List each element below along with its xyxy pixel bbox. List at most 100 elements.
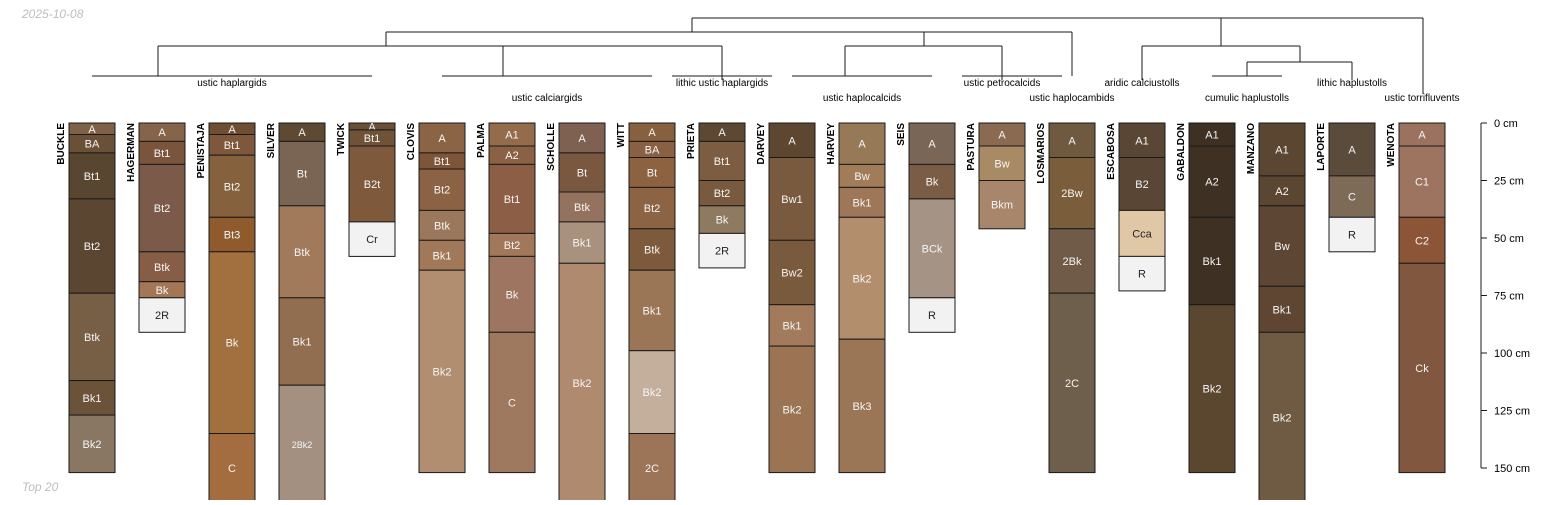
depth-tick-label-0: 0 cm xyxy=(1494,118,1518,130)
horizon-wenota-c1 xyxy=(1398,145,1446,218)
horizon-label-seis-a: A xyxy=(928,139,936,151)
profile-name-pastura: PASTURA xyxy=(966,123,977,171)
horizon-label-clovis-bk2: Bk2 xyxy=(433,366,452,378)
horizon-label-prieta-bk: Bk xyxy=(716,215,729,227)
group-label-ustic-torrifluvents: ustic torrifluvents xyxy=(1384,93,1459,104)
horizon-label-gabaldon-a1: A1 xyxy=(1205,130,1218,142)
horizon-label-manzano-bk1: Bk1 xyxy=(1273,304,1292,316)
horizon-label-witt-btk: Btk xyxy=(644,245,660,257)
profile-name-laporte: LAPORTE xyxy=(1316,123,1327,171)
horizon-label-gabaldon-bk1: Bk1 xyxy=(1203,256,1222,268)
group-label-ustic-petrocalcids: ustic petrocalcids xyxy=(964,78,1041,89)
group-label-ustic-calciargids: ustic calciargids xyxy=(512,93,583,104)
horizon-label-escabosa-b2: B2 xyxy=(1135,179,1148,191)
horizon-label-witt-bt2: Bt2 xyxy=(644,203,661,215)
horizon-label-buckle-bt1: Bt1 xyxy=(84,171,101,183)
horizon-scholle-btk xyxy=(558,191,606,223)
profile-name-twick: TWICK xyxy=(336,122,347,156)
horizon-label-darvey-a: A xyxy=(788,135,796,147)
horizon-hagerman-2r xyxy=(138,297,186,333)
horizon-witt-btk xyxy=(628,228,676,271)
horizon-losmarios-2c xyxy=(1048,292,1096,474)
profile-name-buckle: BUCKLE xyxy=(56,123,67,165)
horizon-label-prieta-2r: 2R xyxy=(715,246,729,258)
horizon-label-palma-c: C xyxy=(508,397,516,409)
profile-name-manzano: MANZANO xyxy=(1246,123,1257,174)
horizon-label-clovis-btk: Btk xyxy=(434,220,450,232)
horizon-label-hagerman-2r: 2R xyxy=(155,310,169,322)
horizon-label-twick-a: A xyxy=(368,121,376,133)
horizon-clovis-bk2 xyxy=(418,269,466,474)
horizon-label-gabaldon-a2: A2 xyxy=(1205,177,1218,189)
horizon-label-darvey-bk1: Bk1 xyxy=(783,320,802,332)
horizon-label-witt-bt: Bt xyxy=(647,167,657,179)
horizon-label-twick-b2t: B2t xyxy=(364,179,381,191)
horizon-label-buckle-a: A xyxy=(88,124,96,136)
horizon-darvey-a xyxy=(768,122,816,158)
horizon-label-palma-bt2: Bt2 xyxy=(504,240,521,252)
horizon-manzano-bw xyxy=(1258,205,1306,287)
horizon-label-clovis-bt2: Bt2 xyxy=(434,185,451,197)
horizon-scholle-bt xyxy=(558,152,606,193)
depth-tick-label-125: 125 cm xyxy=(1494,406,1530,418)
group-label-lithic-ustic-haplargids: lithic ustic haplargids xyxy=(676,78,768,89)
horizon-label-wenota-a: A xyxy=(1418,130,1426,142)
group-label-ustic-haplocambids: ustic haplocambids xyxy=(1029,93,1114,104)
horizon-label-clovis-bt1: Bt1 xyxy=(434,156,451,168)
horizon-label-escabosa-r: R xyxy=(1138,269,1146,281)
profile-name-escabosa: ESCABOSA xyxy=(1106,123,1117,180)
horizon-seis-r xyxy=(908,297,956,333)
horizon-harvey-bk2 xyxy=(838,216,886,340)
horizon-label-seis-bck: BCk xyxy=(922,243,943,255)
horizon-losmarios-2bk xyxy=(1048,228,1096,294)
horizon-label-losmarios-2bw: 2Bw xyxy=(1061,188,1082,200)
horizon-twick-cr xyxy=(348,221,396,257)
horizon-laporte-r xyxy=(1328,216,1376,253)
horizon-label-silver-bk1: Bk1 xyxy=(293,337,312,349)
horizon-prieta-2r xyxy=(698,232,746,269)
horizon-label-prieta-bt1: Bt1 xyxy=(714,156,731,168)
horizon-label-pastura-a: A xyxy=(998,130,1006,142)
group-label-cumulic-haplustolls: cumulic haplustolls xyxy=(1205,93,1289,104)
horizon-label-manzano-bk2: Bk2 xyxy=(1273,412,1292,424)
horizon-label-losmarios-2c: 2C xyxy=(1065,378,1079,390)
horizon-losmarios-a xyxy=(1048,122,1096,158)
horizon-clovis-btk xyxy=(418,209,466,241)
horizon-label-wenota-ck: Ck xyxy=(1415,363,1429,375)
profile-name-gabaldon: GABALDON xyxy=(1176,123,1187,181)
horizon-palma-bt1 xyxy=(488,163,536,234)
horizon-label-pastura-bkm: Bkm xyxy=(991,200,1013,212)
horizon-label-witt-2c: 2C xyxy=(645,463,659,475)
depth-tick-label-50: 50 cm xyxy=(1494,233,1524,245)
depth-tick-label-25: 25 cm xyxy=(1494,176,1524,188)
horizon-label-silver-2bk2: 2Bk2 xyxy=(292,440,313,450)
horizon-manzano-bk1 xyxy=(1258,285,1306,333)
horizon-label-seis-bk: Bk xyxy=(926,177,939,189)
profile-name-silver: SILVER xyxy=(266,122,277,158)
horizon-harvey-a xyxy=(838,122,886,165)
date-label: 2025-10-08 xyxy=(22,7,84,21)
horizon-label-laporte-r: R xyxy=(1348,230,1356,242)
horizon-label-scholle-btk: Btk xyxy=(574,202,590,214)
horizon-label-hagerman-bt1: Bt1 xyxy=(154,148,171,160)
horizon-label-scholle-a: A xyxy=(578,133,586,145)
horizon-label-buckle-ba: BA xyxy=(85,139,100,151)
horizon-label-prieta-bt2: Bt2 xyxy=(714,188,731,200)
horizon-gabaldon-a2 xyxy=(1188,145,1236,218)
horizon-label-hagerman-bt2: Bt2 xyxy=(154,203,171,215)
horizon-buckle-bt1 xyxy=(68,152,116,200)
group-label-ustic-haplargids: ustic haplargids xyxy=(197,78,266,89)
horizon-penistaja-bt3 xyxy=(208,216,256,253)
horizon-scholle-a xyxy=(558,122,606,154)
horizon-label-manzano-a1: A1 xyxy=(1275,144,1288,156)
horizon-laporte-c xyxy=(1328,175,1376,218)
horizon-silver-bt xyxy=(278,140,326,207)
horizon-pastura-bw xyxy=(978,145,1026,181)
horizon-clovis-bt2 xyxy=(418,168,466,211)
group-label-aridic-calciustolls: aridic calciustolls xyxy=(1104,78,1179,89)
horizon-label-witt-a: A xyxy=(648,127,656,139)
horizon-darvey-bw1 xyxy=(768,157,816,241)
profile-name-seis: SEIS xyxy=(896,123,907,146)
horizon-palma-c xyxy=(488,331,536,474)
horizon-label-wenota-c1: C1 xyxy=(1415,177,1429,189)
